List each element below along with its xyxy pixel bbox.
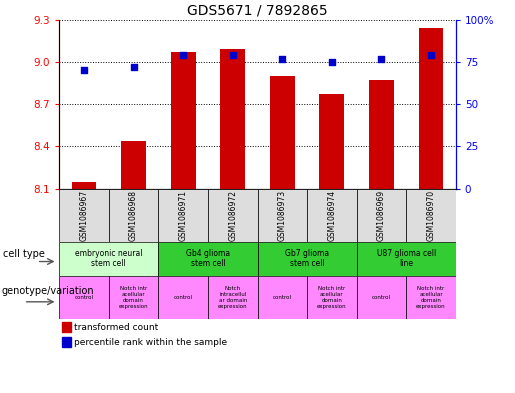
Text: control: control	[273, 295, 292, 300]
Bar	[158, 276, 208, 319]
Bar	[406, 276, 456, 319]
Bar	[419, 28, 443, 189]
Bar	[220, 49, 245, 189]
Bar	[121, 141, 146, 189]
Bar	[208, 189, 258, 242]
Text: Notch intr
acellular
domain
expression: Notch intr acellular domain expression	[119, 286, 148, 309]
Title: GDS5671 / 7892865: GDS5671 / 7892865	[187, 3, 328, 17]
Text: cell type: cell type	[3, 249, 45, 259]
Bar	[356, 242, 456, 276]
Text: GSM1086971: GSM1086971	[179, 190, 187, 241]
Text: Notch
intracellul
ar domain
expression: Notch intracellul ar domain expression	[218, 286, 248, 309]
Bar	[356, 276, 406, 319]
Bar	[158, 189, 208, 242]
Point	[179, 52, 187, 58]
Bar	[307, 276, 356, 319]
Bar	[62, 337, 71, 347]
Text: Gb7 glioma
stem cell: Gb7 glioma stem cell	[285, 249, 329, 268]
Bar	[319, 94, 344, 189]
Text: U87 glioma cell
line: U87 glioma cell line	[376, 249, 436, 268]
Bar	[258, 242, 356, 276]
Point	[80, 67, 88, 73]
Bar	[356, 189, 406, 242]
Text: Notch intr
acellular
domain
expression: Notch intr acellular domain expression	[416, 286, 446, 309]
Text: control: control	[174, 295, 193, 300]
Point	[377, 55, 386, 62]
Text: transformed count: transformed count	[74, 323, 158, 332]
Bar	[258, 189, 307, 242]
Bar	[406, 189, 456, 242]
Bar	[258, 276, 307, 319]
Text: GSM1086974: GSM1086974	[328, 189, 336, 241]
Bar	[171, 52, 196, 189]
Text: control: control	[372, 295, 391, 300]
Text: GSM1086969: GSM1086969	[377, 189, 386, 241]
Point	[427, 52, 435, 58]
Bar	[62, 322, 71, 332]
Bar	[270, 76, 295, 189]
Point	[229, 52, 237, 58]
Text: embryonic neural
stem cell: embryonic neural stem cell	[75, 249, 143, 268]
Text: GSM1086972: GSM1086972	[228, 190, 237, 241]
Text: Gb4 glioma
stem cell: Gb4 glioma stem cell	[186, 249, 230, 268]
Bar	[59, 189, 109, 242]
Bar	[208, 276, 258, 319]
Text: control: control	[75, 295, 94, 300]
Bar	[59, 276, 109, 319]
Bar	[109, 189, 158, 242]
Text: GSM1086968: GSM1086968	[129, 190, 138, 241]
Bar	[369, 80, 394, 189]
Text: GSM1086970: GSM1086970	[426, 189, 436, 241]
Point	[278, 55, 286, 62]
Text: GSM1086973: GSM1086973	[278, 189, 287, 241]
Bar	[59, 242, 158, 276]
Bar	[158, 242, 258, 276]
Text: percentile rank within the sample: percentile rank within the sample	[74, 338, 227, 347]
Point	[129, 64, 138, 70]
Bar	[72, 182, 96, 189]
Text: GSM1086967: GSM1086967	[79, 189, 89, 241]
Bar	[109, 276, 158, 319]
Point	[328, 59, 336, 65]
Text: genotype/variation: genotype/variation	[1, 286, 94, 296]
Text: Notch intr
acellular
domain
expression: Notch intr acellular domain expression	[317, 286, 347, 309]
Bar	[307, 189, 356, 242]
